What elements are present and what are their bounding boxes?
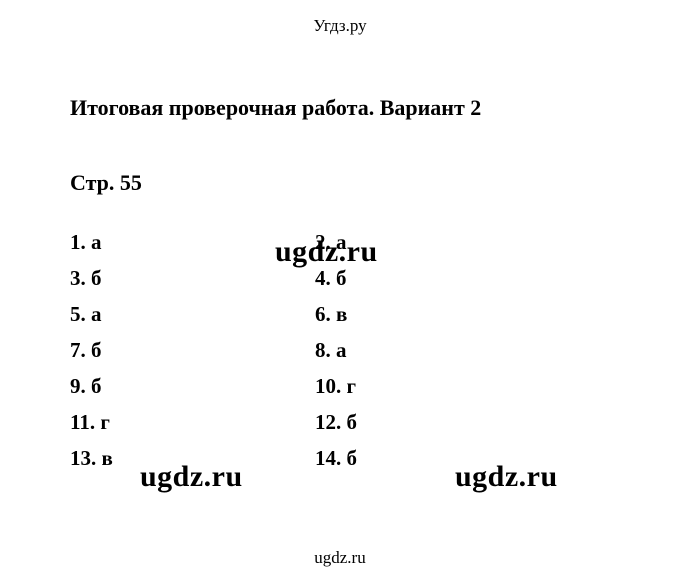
answers-row: 7. б8. а: [70, 338, 357, 374]
answer-cell: 10. г: [315, 374, 356, 399]
answers-row: 11. г12. б: [70, 410, 357, 446]
answer-cell: 3. б: [70, 266, 315, 291]
answer-cell: 4. б: [315, 266, 347, 291]
watermark: ugdz.ru: [275, 235, 378, 269]
answer-cell: 6. в: [315, 302, 347, 327]
watermark: ugdz.ru: [140, 460, 243, 494]
answer-cell: 14. б: [315, 446, 357, 471]
answer-cell: 5. а: [70, 302, 315, 327]
page-subtitle: Стр. 55: [70, 170, 142, 196]
site-link-bottom: ugdz.ru: [0, 548, 680, 568]
site-link-top: Угдз.ру: [0, 16, 680, 36]
page-title: Итоговая проверочная работа. Вариант 2: [70, 95, 481, 121]
answer-cell: 12. б: [315, 410, 357, 435]
answer-cell: 11. г: [70, 410, 315, 435]
page: Угдз.ру Итоговая проверочная работа. Вар…: [0, 0, 680, 584]
answers-row: 3. б4. б: [70, 266, 357, 302]
watermark: ugdz.ru: [455, 460, 558, 494]
answer-cell: 9. б: [70, 374, 315, 399]
answers-row: 9. б10. г: [70, 374, 357, 410]
answers-row: 5. а6. в: [70, 302, 357, 338]
answer-cell: 7. б: [70, 338, 315, 363]
answer-cell: 8. а: [315, 338, 347, 363]
